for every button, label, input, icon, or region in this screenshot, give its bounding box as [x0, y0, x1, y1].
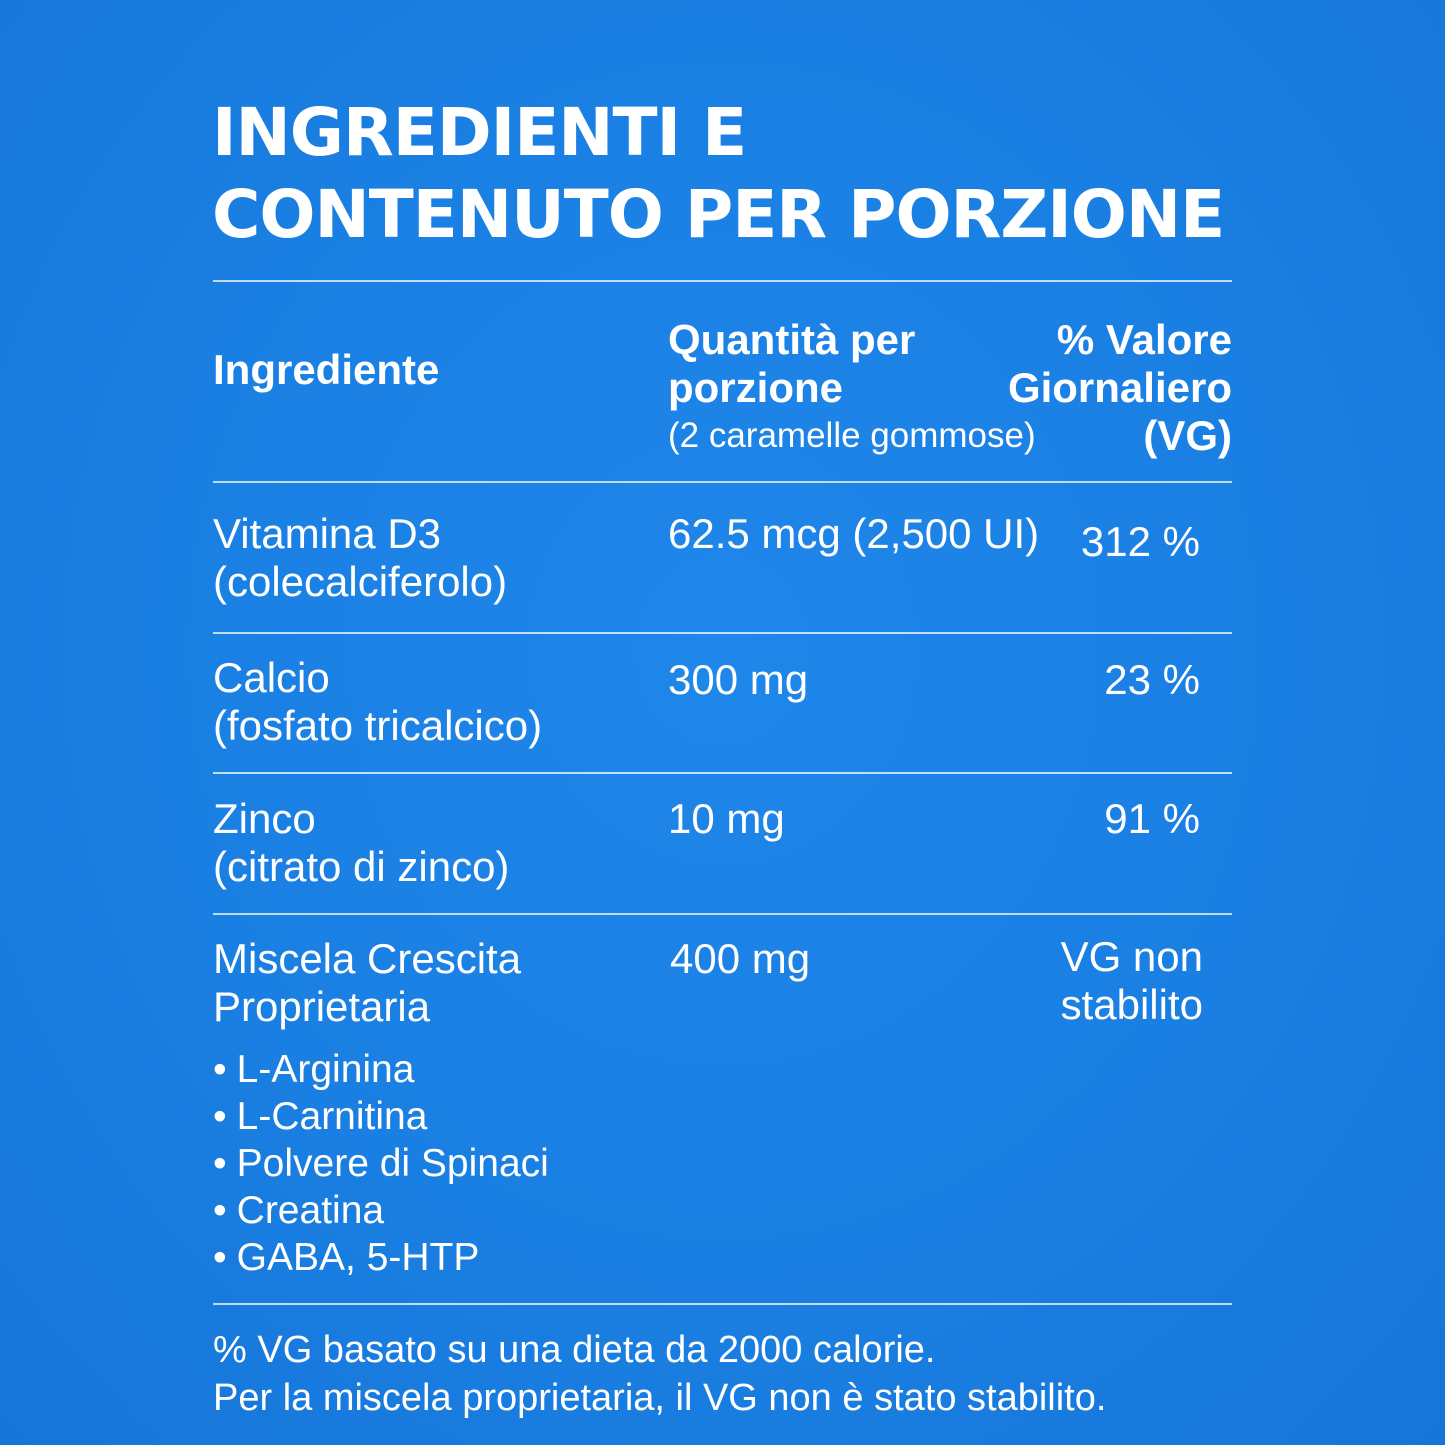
divider [213, 632, 1232, 634]
blend-dv-line-1: VG non [1060, 933, 1203, 980]
divider [213, 280, 1232, 282]
header-daily-value: % Valore Giornaliero (VG) [1008, 316, 1232, 460]
header-amount-line-1: Quantità per [668, 316, 916, 363]
row-vitamin-d3-dv: 312 % [1080, 518, 1200, 565]
header-dv-line-2: Giornaliero [1007, 364, 1232, 411]
footnote-line-2: Per la miscela proprietaria, il VG non è… [213, 1377, 1107, 1419]
page-title: INGREDIENTI E CONTENUTO PER PORZIONE [212, 92, 1312, 256]
blend-dv-line-2: stabilito [1060, 981, 1203, 1028]
row-calcium-dv: 23 % [1104, 656, 1200, 703]
title-line-2: CONTENUTO PER PORZIONE [212, 176, 1225, 253]
title-line-1: INGREDIENTI E [212, 94, 747, 171]
footnote: % VG basato su una dieta da 2000 calorie… [213, 1326, 1106, 1422]
row-vitamin-d3-name: Vitamina D3 (colecalciferolo) [213, 510, 507, 606]
list-item: Creatina [213, 1187, 549, 1234]
divider [213, 913, 1232, 915]
ingredient-name: Miscela Crescita [213, 935, 522, 982]
header-ingredient: Ingrediente [213, 346, 440, 393]
divider [213, 1303, 1232, 1305]
header-amount-line-3: (2 caramelle gommose) [668, 416, 1036, 455]
divider [213, 772, 1232, 774]
header-amount-line-2: porzione [668, 364, 843, 411]
row-zinc-name: Zinco (citrato di zinco) [213, 795, 509, 891]
row-calcium-amount: 300 mg [668, 656, 809, 703]
row-blend-amount: 400 mg [670, 935, 811, 982]
row-zinc-dv: 91 % [1104, 795, 1200, 842]
ingredient-source: (colecalciferolo) [213, 558, 508, 605]
blend-components-list: L-Arginina L-Carnitina Polvere di Spinac… [213, 1046, 549, 1281]
list-item: Polvere di Spinaci [213, 1140, 549, 1187]
ingredient-name: Calcio [213, 654, 330, 701]
ingredient-name-cont: Proprietaria [213, 983, 431, 1030]
divider [213, 481, 1232, 483]
row-blend-name: Miscela Crescita Proprietaria [213, 935, 521, 1031]
footnote-line-1: % VG basato su una dieta da 2000 calorie… [213, 1329, 936, 1371]
row-blend-dv: VG non stabilito [1061, 933, 1203, 1029]
header-dv-line-1: % Valore [1056, 316, 1232, 363]
ingredient-source: (fosfato tricalcico) [213, 702, 543, 749]
header-amount: Quantità per porzione (2 caramelle gommo… [668, 316, 1036, 460]
ingredient-name: Vitamina D3 [213, 510, 442, 557]
row-calcium-name: Calcio (fosfato tricalcico) [213, 654, 542, 750]
header-dv-line-3: (VG) [1143, 412, 1232, 459]
list-item: L-Arginina [213, 1046, 549, 1093]
ingredient-name: Zinco [213, 795, 316, 842]
ingredient-source: (citrato di zinco) [213, 843, 510, 890]
list-item: L-Carnitina [213, 1093, 549, 1140]
row-zinc-amount: 10 mg [668, 795, 785, 842]
list-item: GABA, 5-HTP [213, 1234, 549, 1281]
row-vitamin-d3-amount: 62.5 mcg (2,500 UI) [668, 510, 1040, 557]
